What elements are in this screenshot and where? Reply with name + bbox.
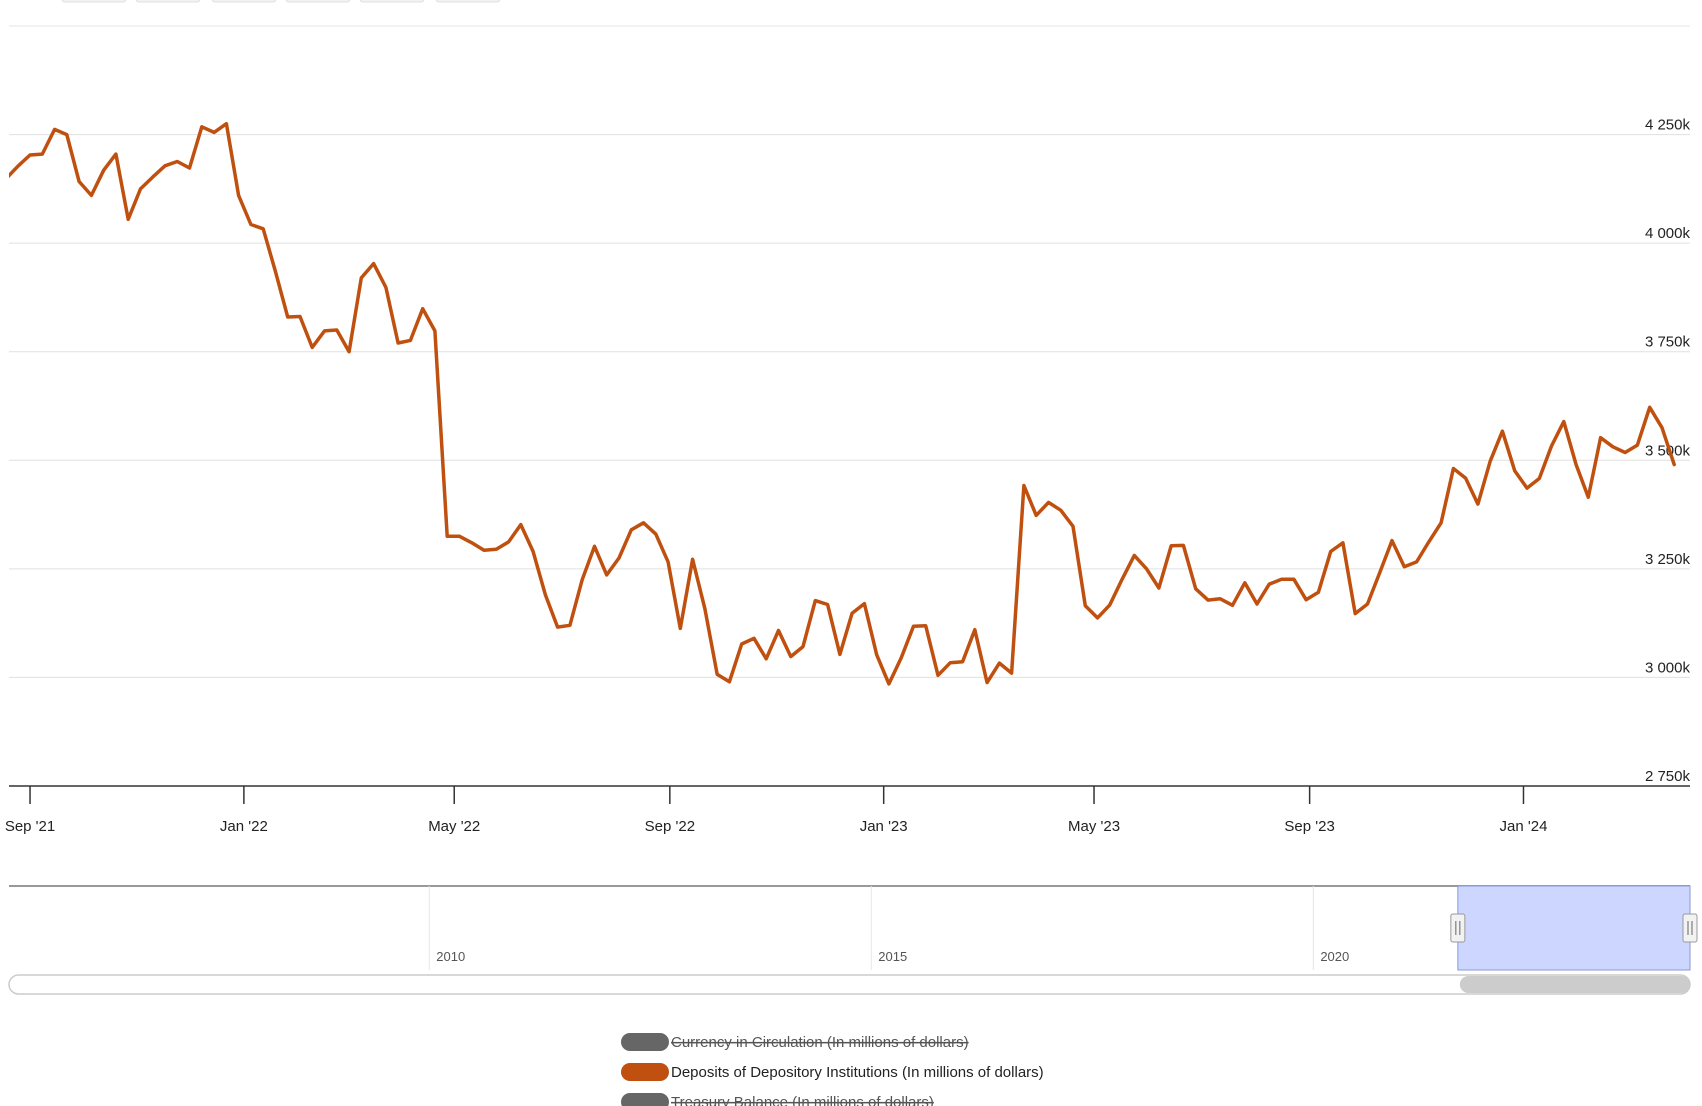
legend-label: Deposits of Depository Institutions (In …	[671, 1064, 1044, 1081]
x-tick-label: Sep '21	[5, 818, 55, 835]
navigator-handle-right-body[interactable]	[1682, 913, 1698, 943]
navigator-handle-left-body[interactable]	[1450, 913, 1466, 943]
legend-item[interactable]: Deposits of Depository Institutions (In …	[621, 1063, 1044, 1081]
range-button-6[interactable]	[435, 0, 501, 3]
legend-item[interactable]: Currency in Circulation (In millions of …	[621, 1033, 969, 1051]
range-button-3[interactable]	[211, 0, 277, 3]
legend-swatch	[621, 1093, 669, 1106]
navigator-year-label: 2010	[436, 949, 465, 964]
legend-label: Treasury Balance (In millions of dollars…	[671, 1094, 934, 1106]
range-button-5[interactable]	[359, 0, 425, 3]
x-tick-label: May '22	[428, 818, 480, 835]
y-tick-label: 2 750k	[1645, 768, 1691, 785]
y-gridlines	[9, 25, 1690, 678]
y-tick-label: 4 000k	[1645, 225, 1691, 242]
navigator-selection[interactable]	[1457, 885, 1691, 971]
navigator-handle-left[interactable]	[1450, 913, 1466, 943]
series-line-deposits	[9, 121, 1676, 686]
legend[interactable]: Currency in Circulation (In millions of …	[621, 1033, 1044, 1106]
range-selector-buttons[interactable]	[61, 0, 501, 3]
y-tick-label: 3 000k	[1645, 659, 1691, 676]
y-tick-label: 4 250k	[1645, 117, 1691, 134]
scrollbar-track[interactable]	[8, 974, 1691, 995]
navigator-year-label: 2015	[878, 949, 907, 964]
x-tick-label: Jan '24	[1500, 818, 1548, 835]
legend-swatch	[621, 1063, 669, 1081]
x-tick-label: May '23	[1068, 818, 1120, 835]
legend-label: Currency in Circulation (In millions of …	[671, 1034, 969, 1051]
y-tick-label: 3 500k	[1645, 442, 1691, 459]
range-button-4[interactable]	[285, 0, 351, 3]
y-axis: 2 750k 3 000k 3 250k 3 500k 3 750k 4 000k 4 25…	[1645, 117, 1691, 785]
navigator[interactable]: 2010 2015 2020	[8, 885, 1698, 995]
x-tick-label: Sep '23	[1284, 818, 1334, 835]
legend-item[interactable]: Treasury Balance (In millions of dollars…	[621, 1093, 934, 1106]
x-tick-label: Jan '23	[860, 818, 908, 835]
y-tick-label: 3 750k	[1645, 334, 1691, 351]
range-button-1[interactable]	[61, 0, 127, 3]
y-tick-label: 3 250k	[1645, 551, 1691, 568]
scrollbar-thumb[interactable]	[1459, 976, 1690, 993]
plot-area	[9, 121, 1676, 686]
navigator-year-label: 2020	[1320, 949, 1349, 964]
navigator-handle-right[interactable]	[1682, 913, 1698, 943]
x-tick-label: Jan '22	[220, 818, 268, 835]
legend-swatch	[621, 1033, 669, 1051]
x-axis: Sep '21 Jan '22 May '22 Sep '22 Jan '23 May '…	[5, 785, 1690, 835]
x-tick-label: Sep '22	[645, 818, 695, 835]
range-button-2[interactable]	[135, 0, 201, 3]
